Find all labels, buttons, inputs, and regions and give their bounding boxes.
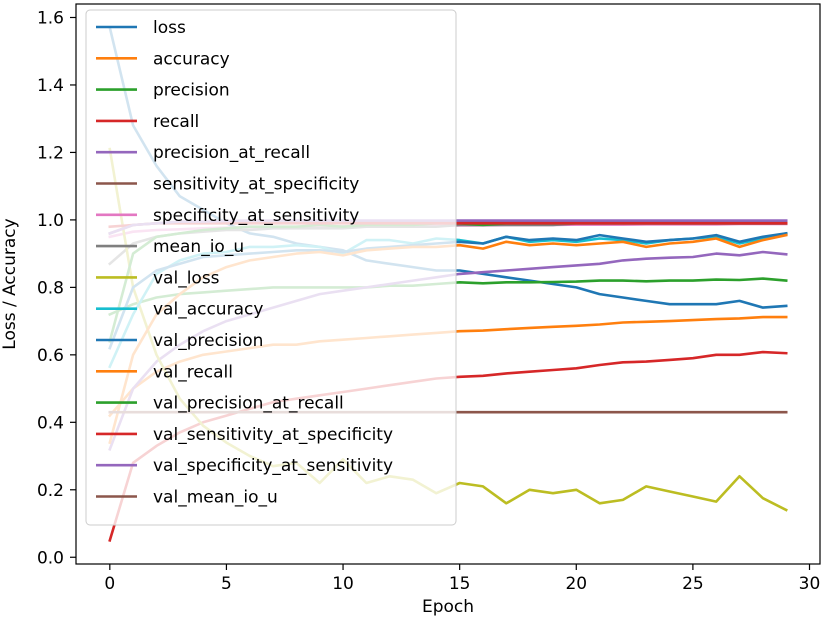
y-tick-label: 0.2 <box>37 481 64 501</box>
y-tick-label: 0.6 <box>37 346 64 366</box>
legend-label: accuracy <box>153 49 230 69</box>
x-axis-title: Epoch <box>422 597 474 617</box>
y-axis-title: Loss / Accuracy <box>0 218 20 349</box>
legend-label: val_recall <box>153 362 233 382</box>
legend-label: val_mean_io_u <box>153 488 278 508</box>
plot-frame <box>75 3 821 565</box>
y-tick-label: 0.8 <box>37 278 64 298</box>
legend-label: recall <box>153 112 199 132</box>
legend-label: precision_at_recall <box>153 143 310 163</box>
legend-box <box>85 9 457 526</box>
legend-entry: val_loss <box>96 268 220 288</box>
y-tick-label: 0.4 <box>37 413 64 433</box>
y-axis: 0.0 0.2 0.4 0.6 0.8 1.0 1.2 1.4 1.6 <box>37 8 76 568</box>
legend-label: specificity_at_sensitivity <box>153 206 359 226</box>
legend-entry: accuracy <box>96 49 230 69</box>
legend-entry: recall <box>96 112 199 132</box>
legend-label: loss <box>153 18 186 38</box>
legend-label: mean_io_u <box>153 237 244 257</box>
legend-entry: precision <box>96 81 230 101</box>
y-tick-label: 0.0 <box>37 548 64 568</box>
x-axis: 0 5 10 15 20 25 30 <box>104 564 820 594</box>
x-tick-label: 20 <box>565 574 587 594</box>
legend-entry: val_mean_io_u <box>96 488 278 508</box>
legend-entry: sensitivity_at_specificity <box>96 175 359 195</box>
x-tick-label: 25 <box>682 574 704 594</box>
x-tick-label: 5 <box>221 574 232 594</box>
x-tick-label: 0 <box>104 574 115 594</box>
legend: loss accuracy precision recall precision_at_… <box>85 9 457 526</box>
legend-label: val_loss <box>153 268 220 288</box>
legend-label: val_accuracy <box>153 300 263 320</box>
legend-label: sensitivity_at_specificity <box>153 175 359 195</box>
y-tick-label: 1.4 <box>37 76 64 96</box>
legend-label: val_precision <box>153 331 263 351</box>
legend-label: precision <box>153 81 230 101</box>
legend-entry: precision_at_recall <box>96 143 310 163</box>
legend-entry: val_sensitivity_at_specificity <box>96 425 393 445</box>
legend-label: val_precision_at_recall <box>153 394 344 414</box>
x-tick-label: 30 <box>799 574 821 594</box>
y-tick-label: 1.0 <box>37 211 64 231</box>
x-tick-label: 15 <box>449 574 471 594</box>
legend-entry: val_precision_at_recall <box>96 394 344 414</box>
legend-entry: loss <box>96 18 186 38</box>
x-tick-label: 10 <box>332 574 354 594</box>
legend-entry: val_specificity_at_sensitivity <box>96 456 393 476</box>
legend-entry: val_recall <box>96 362 233 382</box>
legend-label: val_sensitivity_at_specificity <box>153 425 393 445</box>
legend-entry: val_accuracy <box>96 300 263 320</box>
legend-entry: val_precision <box>96 331 263 351</box>
y-tick-label: 1.2 <box>37 143 64 163</box>
legend-entry: mean_io_u <box>96 237 244 257</box>
y-tick-label: 1.6 <box>37 8 64 28</box>
legend-entry: specificity_at_sensitivity <box>96 206 359 226</box>
legend-label: val_specificity_at_sensitivity <box>153 456 393 476</box>
